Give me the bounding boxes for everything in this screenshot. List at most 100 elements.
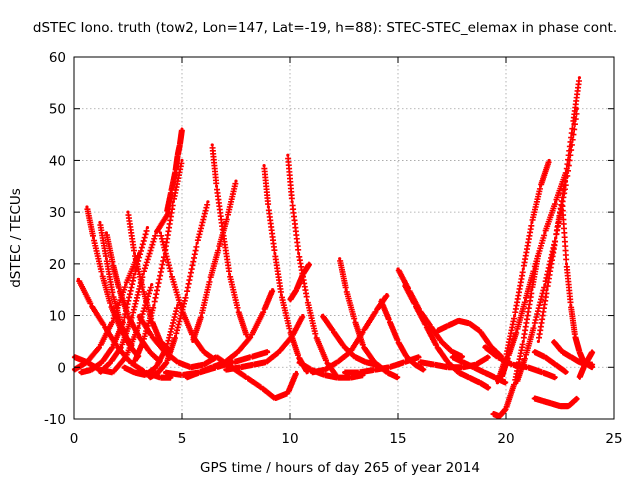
- plus-marker: [260, 309, 267, 316]
- x-axis-label: GPS time / hours of day 265 of year 2014: [200, 460, 480, 476]
- series-arc-03: [78, 226, 150, 376]
- plus-marker: [145, 253, 152, 260]
- plus-marker: [178, 127, 185, 134]
- plus-marker: [286, 325, 293, 332]
- plus-marker: [150, 304, 157, 311]
- series-arc-31: [395, 267, 466, 360]
- plus-marker: [140, 237, 147, 244]
- plus-marker: [108, 319, 115, 326]
- series-arc-34: [434, 317, 504, 360]
- plus-marker: [232, 180, 239, 187]
- plus-marker: [569, 125, 576, 132]
- series-arc-45: [551, 339, 596, 371]
- series-arc-18: [190, 179, 239, 344]
- plus-marker: [271, 247, 278, 254]
- plus-marker: [545, 159, 552, 166]
- plus-marker: [109, 258, 116, 265]
- plus-marker: [182, 294, 189, 301]
- plus-marker: [139, 284, 146, 291]
- plus-marker: [530, 325, 537, 332]
- y-tick-label: 20: [49, 257, 66, 273]
- plus-marker: [213, 180, 220, 187]
- plus-marker: [521, 355, 528, 362]
- series-arc-43: [531, 395, 580, 410]
- series-arc-15: [136, 313, 219, 371]
- x-tick-label: 0: [70, 431, 79, 447]
- plus-marker: [146, 287, 153, 294]
- plus-marker: [541, 284, 548, 291]
- plus-marker: [197, 314, 204, 321]
- plus-marker: [551, 374, 558, 381]
- plus-marker: [573, 395, 580, 402]
- plus-marker: [536, 185, 543, 192]
- plus-marker: [117, 344, 124, 351]
- series-arc-24: [287, 261, 312, 303]
- plus-marker: [562, 368, 569, 375]
- plus-marker: [95, 345, 102, 352]
- plus-marker: [151, 235, 158, 242]
- x-tick-label: 5: [178, 431, 187, 447]
- plus-marker: [147, 284, 154, 291]
- plus-marker: [541, 232, 548, 239]
- plus-marker: [567, 299, 574, 306]
- plus-marker: [552, 238, 559, 245]
- plus-marker: [312, 330, 319, 337]
- plus-marker: [484, 354, 491, 361]
- plus-marker: [121, 284, 128, 291]
- plus-marker: [415, 354, 422, 361]
- series-arc-35: [449, 354, 509, 386]
- plus-marker: [575, 78, 582, 85]
- plus-marker: [303, 293, 310, 300]
- plus-marker: [130, 274, 137, 281]
- plus-marker: [502, 379, 509, 386]
- series-arc-23: [214, 354, 299, 401]
- plus-marker: [142, 231, 149, 238]
- plus-marker: [128, 314, 135, 321]
- plus-marker: [141, 268, 148, 275]
- plus-marker: [226, 268, 233, 275]
- plus-marker: [178, 304, 185, 311]
- x-tick-label: 20: [497, 431, 514, 447]
- plus-marker: [144, 256, 151, 263]
- plus-marker: [513, 329, 520, 336]
- plus-marker: [511, 381, 518, 388]
- series-arc-28: [309, 292, 390, 376]
- plus-marker: [124, 310, 131, 317]
- plus-marker: [139, 339, 146, 346]
- plus-marker: [589, 364, 596, 371]
- x-tick-label: 10: [281, 431, 298, 447]
- plus-marker: [117, 320, 124, 327]
- plus-marker: [234, 304, 241, 311]
- plus-marker: [125, 356, 132, 363]
- plus-marker: [246, 335, 253, 342]
- plus-marker: [394, 374, 401, 381]
- series-arc-17: [209, 143, 250, 338]
- plus-marker: [146, 250, 153, 257]
- plus-marker: [115, 284, 122, 291]
- plus-marker: [521, 299, 528, 306]
- plus-marker: [551, 201, 558, 208]
- plus-marker: [149, 241, 156, 248]
- plus-marker: [89, 232, 96, 239]
- y-tick-label: 40: [49, 153, 66, 169]
- plus-marker: [147, 247, 154, 254]
- series-arc-44: [559, 200, 596, 368]
- plus-marker: [519, 341, 526, 348]
- plus-marker: [137, 247, 144, 254]
- plus-marker: [543, 290, 550, 297]
- chart-title: dSTEC Iono. truth (tow2, Lon=147, Lat=-1…: [33, 20, 617, 36]
- plus-marker: [141, 265, 148, 272]
- plus-marker: [98, 268, 105, 275]
- plus-marker: [530, 268, 537, 275]
- x-tick-label: 25: [605, 431, 622, 447]
- plus-marker: [420, 366, 427, 373]
- y-tick-label: 10: [49, 309, 66, 325]
- y-tick-label: 0: [57, 360, 66, 376]
- plus-marker: [288, 195, 295, 202]
- plus-marker: [139, 241, 146, 248]
- plus-marker: [563, 256, 570, 263]
- plus-marker: [109, 289, 116, 296]
- series-arc-30: [378, 298, 427, 373]
- series-layer: [71, 76, 596, 420]
